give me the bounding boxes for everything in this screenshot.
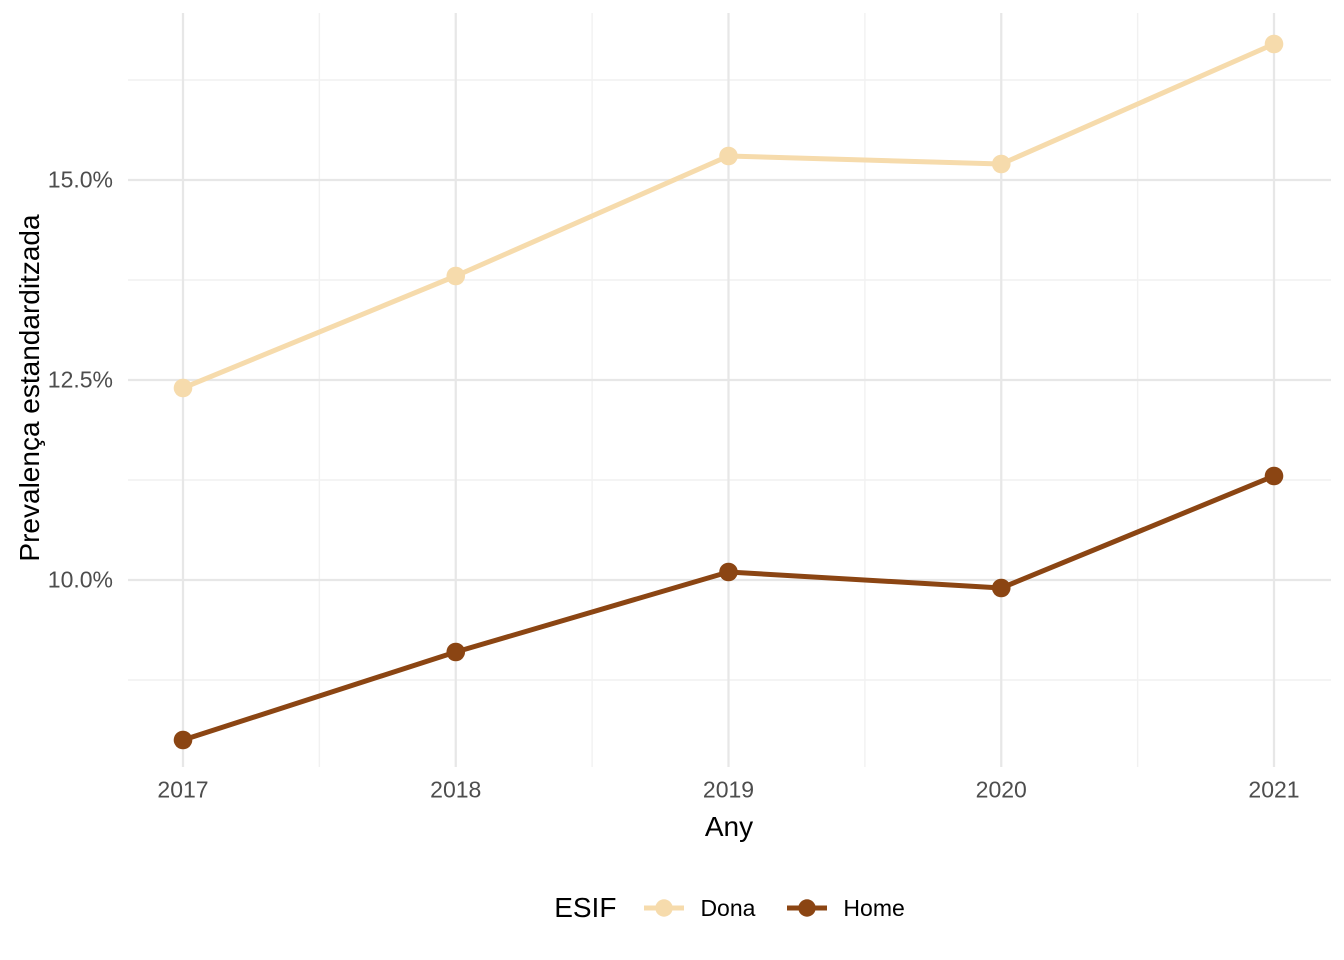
legend-item-dona: Dona (642, 894, 755, 922)
legend-label-home: Home (843, 894, 905, 921)
data-point-home (446, 642, 466, 662)
data-point-dona (991, 154, 1011, 174)
legend: ESIF Dona Home (128, 884, 1331, 932)
y-axis-title: Prevalença estandarditzada (14, 214, 45, 562)
data-point-home (173, 730, 193, 750)
data-point-home (1264, 466, 1284, 486)
x-tick-label-2020: 2020 (975, 776, 1027, 803)
data-point-dona (719, 146, 738, 166)
x-tick-label-2019: 2019 (702, 776, 755, 803)
data-point-dona (173, 378, 193, 398)
x-tick-label-2021: 2021 (1248, 776, 1300, 803)
x-tick-label-2017: 2017 (157, 776, 209, 803)
y-tick-label-10.0%: 10.0% (47, 566, 113, 593)
y-tick-label-12.5%: 12.5% (47, 366, 113, 393)
legend-items: Dona Home (642, 894, 905, 922)
data-point-dona (446, 266, 466, 286)
x-axis-title: Any (704, 811, 754, 842)
data-point-home (991, 578, 1011, 598)
legend-key-icon-dona (644, 899, 685, 917)
legend-label-dona: Dona (700, 894, 756, 921)
data-point-home (719, 562, 738, 582)
y-tick-label-15.0%: 15.0% (47, 166, 113, 193)
legend-item-home: Home (785, 894, 905, 922)
legend-title: ESIF (554, 892, 617, 923)
x-tick-label-2018: 2018 (430, 776, 482, 803)
data-point-dona (1264, 34, 1284, 54)
legend-key-icon-home (787, 899, 828, 917)
